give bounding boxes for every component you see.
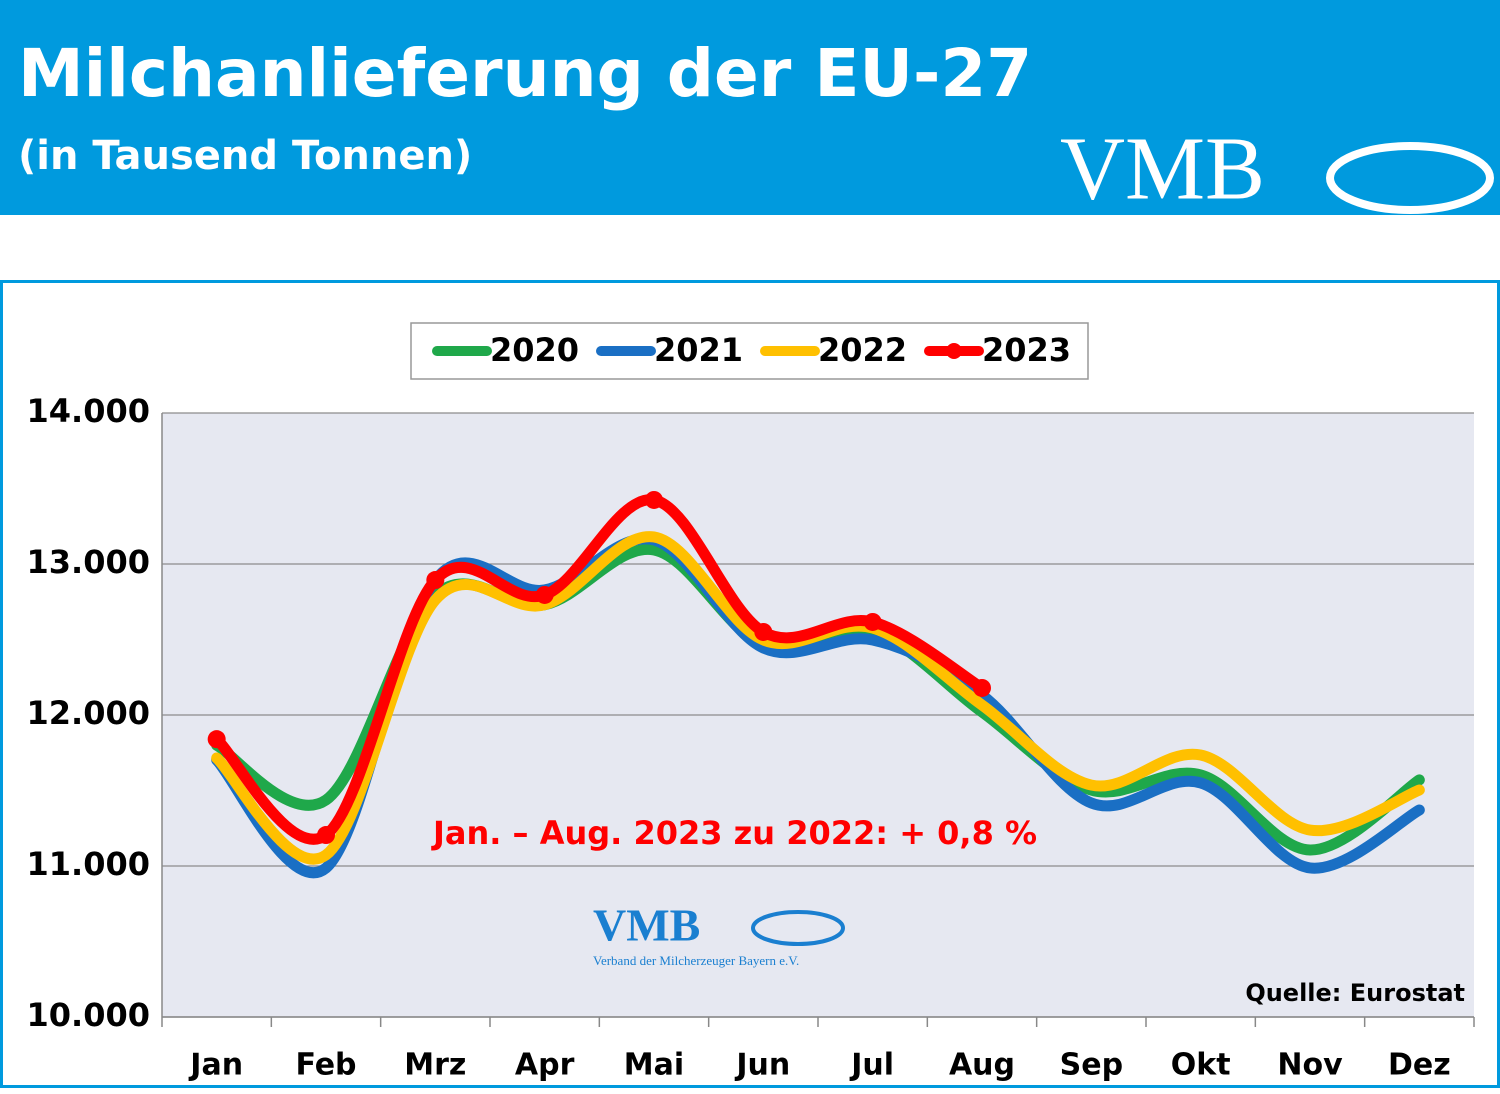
legend-label: 2023: [982, 331, 1071, 369]
series-marker: [754, 622, 773, 641]
x-tick-label: Jul: [849, 1048, 894, 1083]
x-tick-label: Nov: [1277, 1048, 1343, 1083]
series-marker: [207, 730, 226, 749]
x-tick-label: Mrz: [404, 1048, 466, 1083]
legend-marker: [946, 343, 962, 359]
legend-label: 2020: [490, 331, 579, 369]
x-tick-label: Feb: [295, 1048, 356, 1083]
y-tick-label: 13.000: [27, 543, 150, 581]
series-marker: [863, 612, 882, 631]
logo: VMB: [1060, 120, 1265, 219]
series-line: [211, 531, 1425, 865]
logo-swoosh: [1326, 142, 1494, 214]
x-tick-label: Sep: [1060, 1048, 1123, 1083]
series-line: [211, 494, 988, 845]
series-marker: [973, 678, 991, 697]
legend-label: 2021: [654, 331, 743, 369]
chart-title: Milchanlieferung der EU-27: [18, 35, 1032, 112]
x-tick-label: Mai: [624, 1048, 684, 1083]
x-tick-label: Jan: [188, 1048, 243, 1083]
series-marker: [535, 585, 554, 604]
watermark-subtitle: Verband der Milcherzeuger Bayern e.V.: [593, 953, 799, 968]
series-marker: [426, 571, 445, 590]
x-tick-label: Dez: [1388, 1048, 1451, 1083]
source: Quelle: Eurostat: [1245, 979, 1465, 1007]
y-tick-label: 14.000: [27, 392, 150, 430]
header-band: [0, 0, 1500, 215]
x-tick-label: Okt: [1171, 1048, 1231, 1083]
series-marker: [645, 490, 663, 509]
legend-label: 2022: [818, 331, 907, 369]
watermark-swoosh: [751, 910, 845, 946]
watermark: VMB: [593, 900, 700, 951]
y-tick-label: 10.000: [27, 996, 150, 1034]
annotation: Jan. – Aug. 2023 zu 2022: + 0,8 %: [431, 814, 1037, 852]
x-tick-label: Apr: [515, 1048, 575, 1083]
x-tick-label: Jun: [734, 1048, 790, 1083]
x-tick-label: Aug: [949, 1048, 1015, 1083]
y-tick-label: 12.000: [27, 694, 150, 732]
y-tick-label: 11.000: [27, 845, 150, 883]
series-marker: [317, 826, 335, 845]
chart-subtitle: (in Tausend Tonnen): [18, 133, 472, 179]
